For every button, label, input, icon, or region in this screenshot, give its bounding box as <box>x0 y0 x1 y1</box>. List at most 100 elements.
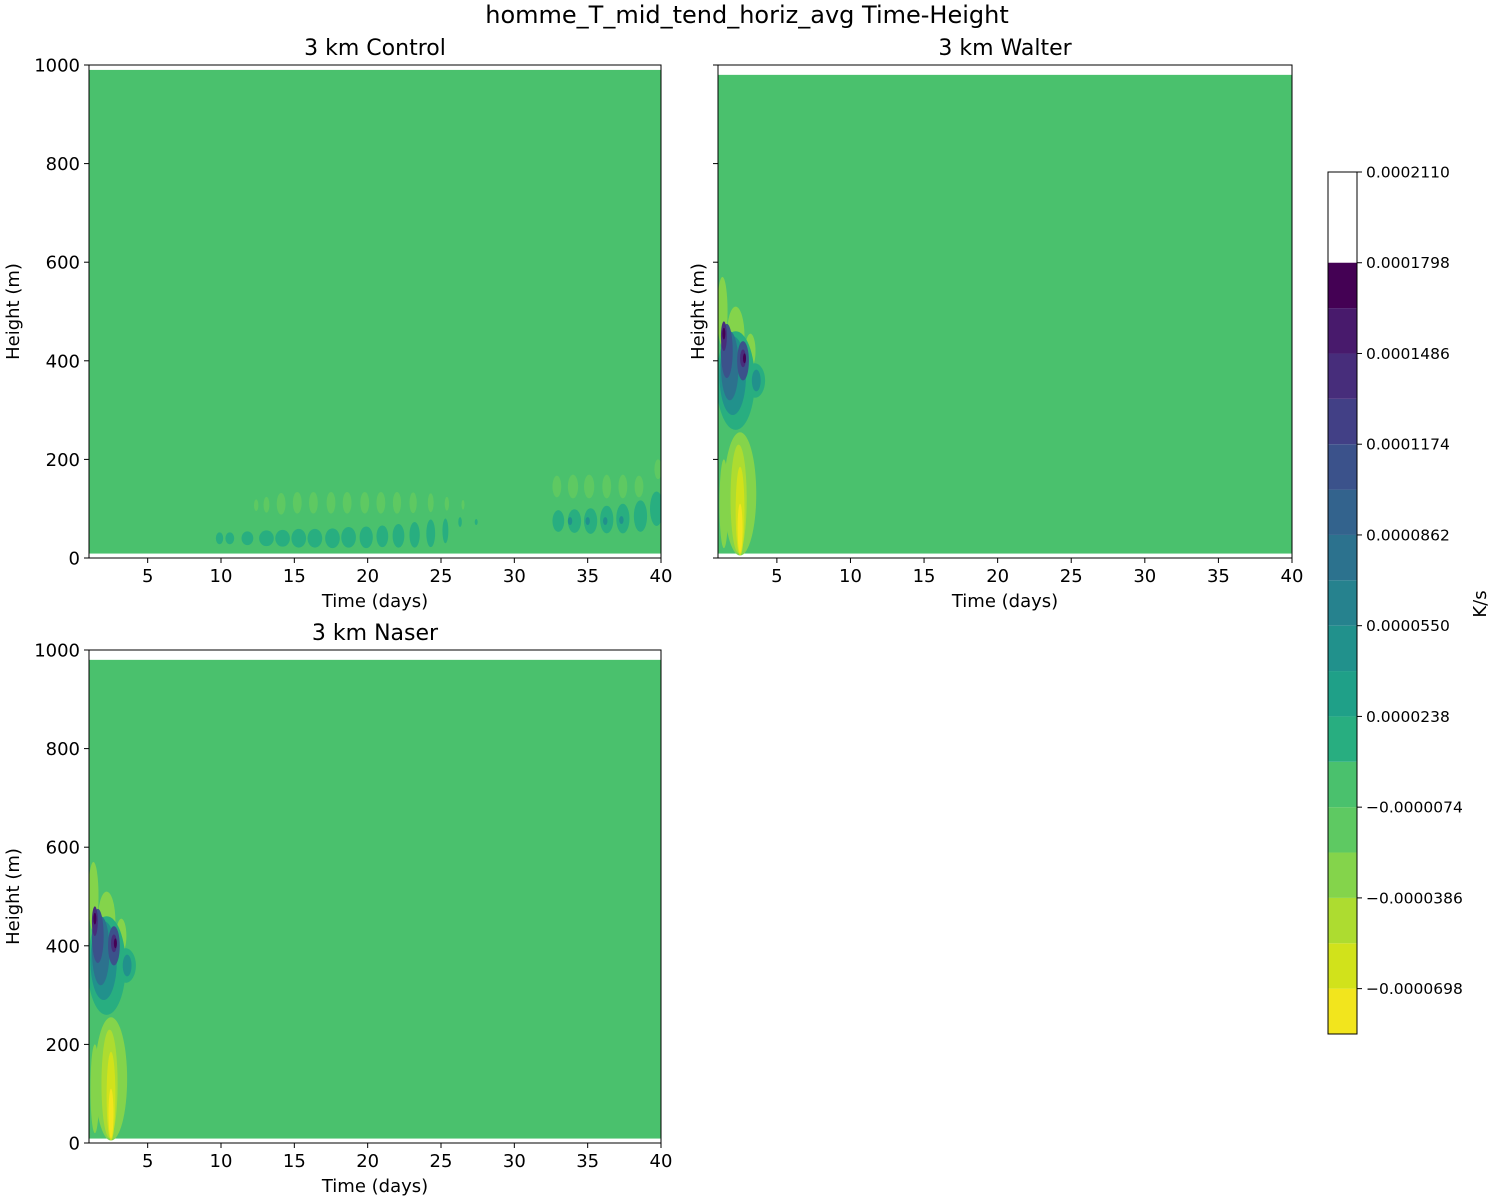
contour-blob <box>619 516 624 524</box>
panel-title: 3 km Control <box>304 36 446 61</box>
contour-blob <box>409 522 420 548</box>
colorbar-segment <box>1328 671 1357 717</box>
contour-blob <box>292 491 302 514</box>
contour-blob <box>122 954 132 977</box>
x-tick-label: 10 <box>210 566 233 587</box>
contour-field <box>89 69 661 554</box>
contour-blob <box>603 517 608 525</box>
x-tick-label: 30 <box>503 566 526 587</box>
contour-blob <box>342 491 352 514</box>
colorbar-segment <box>1328 353 1357 399</box>
x-tick-label: 15 <box>913 566 936 587</box>
contour-blob <box>722 327 726 340</box>
axes-frame <box>88 649 662 1144</box>
colorbar-tick-label: 0.0000862 <box>1366 526 1450 544</box>
colorbar-tick-label: 0.0000238 <box>1366 708 1450 726</box>
contour-blob <box>458 517 462 527</box>
contour-blob <box>584 508 598 534</box>
contour-blob <box>552 475 562 498</box>
x-tick-label: 25 <box>430 1151 453 1172</box>
colorbar-tick-label: −0.0000698 <box>1366 980 1463 998</box>
y-tick-label: 1000 <box>34 641 80 662</box>
y-axis-label: Height (m) <box>3 848 24 945</box>
contour-blob <box>442 518 449 544</box>
colorbar-segment <box>1328 988 1357 1034</box>
contour-blob <box>259 530 274 547</box>
colorbar-tick-label: 0.0001174 <box>1366 436 1450 454</box>
y-tick-label: 0 <box>69 549 80 570</box>
contour-field <box>89 659 661 1139</box>
contour-blob <box>325 528 340 549</box>
colorbar-segment <box>1328 943 1357 989</box>
colorbar-segment <box>1328 580 1357 626</box>
colorbar-tick-label: 0.0001798 <box>1366 254 1450 272</box>
colorbar-segment <box>1328 807 1357 853</box>
contour-blob <box>307 528 323 548</box>
colorbar-tick-label: 0.0002110 <box>1366 164 1450 182</box>
contour-blob <box>585 517 590 525</box>
x-tick-label: 20 <box>356 566 379 587</box>
x-tick-label: 15 <box>283 1151 306 1172</box>
contour-blob <box>359 526 373 549</box>
contour-blob <box>552 510 565 532</box>
contour-blob <box>602 474 612 499</box>
colorbar-tick-label: −0.0000074 <box>1366 799 1463 817</box>
y-tick-label: 600 <box>46 838 80 859</box>
colorbar-frame <box>1327 171 1358 1035</box>
x-tick-label: 40 <box>1281 566 1304 587</box>
contour-blob <box>309 491 318 514</box>
contour-blob <box>276 492 286 515</box>
panel-title: 3 km Walter <box>938 36 1072 61</box>
colorbar-segment <box>1328 398 1357 445</box>
colorbar-segment <box>1328 489 1357 535</box>
x-axis-label: Time (days) <box>321 591 428 612</box>
x-tick-label: 25 <box>1060 566 1083 587</box>
contour-blob <box>215 532 224 545</box>
x-tick-label: 30 <box>503 1151 526 1172</box>
contour-blob <box>254 499 259 512</box>
contour-blob <box>650 491 661 526</box>
contour-blob <box>341 526 356 548</box>
contour-blob <box>326 491 336 514</box>
colorbar-tick-label: 0.0001486 <box>1366 345 1450 363</box>
contour-blob <box>751 369 761 392</box>
contour-blob <box>275 529 290 547</box>
contour-blob <box>376 491 386 514</box>
panel-title: 3 km Naser <box>312 621 439 646</box>
x-tick-label: 35 <box>576 566 599 587</box>
y-axis-label: Height (m) <box>3 263 24 360</box>
contour-blob <box>444 496 450 511</box>
x-tick-label: 10 <box>210 1151 233 1172</box>
contour-blob <box>474 519 478 525</box>
contour-features <box>718 277 766 556</box>
contour-blob <box>654 459 661 480</box>
contour-blob <box>409 492 417 514</box>
y-tick-label: 400 <box>46 351 80 372</box>
y-tick-label: 400 <box>46 936 80 957</box>
contour-blob <box>263 496 270 513</box>
y-tick-label: 800 <box>46 739 80 760</box>
y-tick-label: 0 <box>69 1134 80 1155</box>
x-tick-label: 20 <box>986 566 1009 587</box>
x-tick-label: 15 <box>283 566 306 587</box>
panel-walter: 5 10 15 20 25 30 35 40 3 km Walter Time (days) Hei… <box>688 36 1303 612</box>
y-tick-label: 600 <box>46 253 80 274</box>
contour-blob <box>225 532 235 545</box>
y-tick-label: 1000 <box>34 56 80 77</box>
colorbar-segment <box>1328 852 1357 898</box>
colorbar-segment <box>1328 308 1357 354</box>
axes-frame <box>717 64 1293 559</box>
contour-blob <box>737 503 743 554</box>
contour-blob <box>93 912 97 925</box>
contour-blob <box>461 499 465 510</box>
y-axis-label: Height (m) <box>688 263 709 360</box>
x-tick-label: 35 <box>1207 566 1230 587</box>
colorbar-tick-label: −0.0000386 <box>1366 889 1463 907</box>
colorbar-segment <box>1328 444 1357 490</box>
contour-blob <box>567 509 582 533</box>
colorbar-segment <box>1328 716 1357 762</box>
x-tick-label: 30 <box>1133 566 1156 587</box>
